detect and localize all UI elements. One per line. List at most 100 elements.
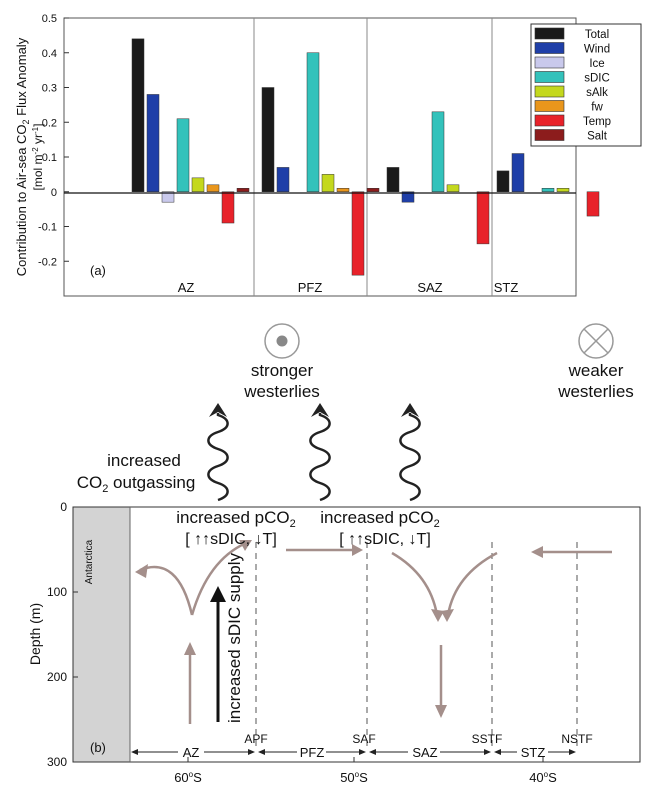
- wavy-arrowhead-2: [311, 403, 329, 417]
- panel-b-ylabel: Depth (m): [27, 603, 43, 665]
- bar-salt-az: [236, 188, 250, 192]
- bar-total-az: [131, 38, 145, 192]
- depth-tick-label: 200: [47, 670, 67, 684]
- sdic-temp-label-left: [ ↑↑sDIC, ↓T]: [185, 531, 277, 548]
- front-label-sstf: SSTF: [472, 732, 503, 746]
- zone-label-az: AZ: [183, 745, 200, 760]
- y-tick-label: -0.1: [38, 222, 57, 234]
- saz-subduction-right-arrow: [446, 551, 498, 616]
- legend-label-wind: Wind: [584, 44, 610, 56]
- bar-salk-pfz: [321, 174, 335, 192]
- y-tick-label: 0.5: [42, 13, 57, 25]
- front-label-nstf: NSTF: [561, 732, 592, 746]
- weaker-westerlies-label: westerlies: [557, 382, 634, 401]
- bar-temp-stz: [586, 191, 600, 217]
- pco2-label-left: increased pCO2: [176, 508, 296, 530]
- bar-temp-az: [221, 191, 235, 224]
- panel-a-bar-chart: 0.5 0.4 0.3 0.2 0.1 0 -0.1 -0.2 AZ PFZ SAZ STZ (a)…: [14, 13, 642, 297]
- southward-upwelling-arrow: [139, 565, 194, 616]
- panel-a-y-ticks: 0.5 0.4 0.3 0.2 0.1 0 -0.1 -0.2: [38, 13, 69, 268]
- zone-label-pfz: PFZ: [300, 745, 325, 760]
- y-tick-label: 0.3: [42, 83, 57, 95]
- bar-wind-saz: [401, 191, 415, 203]
- latitude-tick-label: 50oS: [340, 770, 368, 785]
- legend-swatch-sdic: [534, 71, 565, 83]
- bar-salt-pfz: [366, 188, 380, 192]
- bar-sdic-saz: [431, 111, 445, 192]
- sdic-temp-label-right: [ ↑↑sDIC, ↓T]: [339, 531, 431, 548]
- bar-fw-pfz: [336, 188, 350, 192]
- stronger-westerlies-label: westerlies: [243, 382, 320, 401]
- legend-swatch-ice: [534, 56, 565, 69]
- y-tick-label: 0: [51, 187, 57, 199]
- legend-swatch-total: [534, 27, 565, 40]
- bar-wind-az: [146, 94, 160, 192]
- wavy-arrowhead-3: [401, 403, 419, 417]
- sdic-supply-label: increased sDIC supply: [225, 552, 244, 723]
- latitude-tick-label: 60oS: [174, 770, 202, 785]
- outgassing-label-line2: CO2 outgassing: [77, 473, 196, 495]
- weaker-label: weaker: [568, 361, 624, 380]
- category-label-saz: SAZ: [417, 280, 442, 295]
- bar-total-stz: [496, 170, 510, 192]
- panel-b-axes-box: [72, 506, 641, 763]
- latitude-tick-label: 40oS: [529, 770, 557, 785]
- legend-swatch-salk: [534, 85, 565, 98]
- bar-wind-stz: [511, 153, 525, 192]
- panel-b-label: (b): [90, 740, 106, 755]
- wavy-arrow-1: [207, 413, 229, 502]
- panel-b-x-ticks: 60oS 50oS 40oS: [174, 757, 557, 785]
- outgassing-wavy-arrows: [207, 403, 421, 502]
- bar-temp-pfz: [351, 191, 365, 276]
- saz-subduction-left-arrow: [391, 551, 439, 616]
- bar-salk-saz: [446, 184, 460, 193]
- panel-a-label: (a): [90, 263, 106, 278]
- bar-salk-stz: [556, 188, 570, 192]
- legend-swatch-temp: [534, 114, 565, 127]
- panel-a-ylabel-line2: [mol m-2 yr-1]: [31, 124, 45, 191]
- panel-b-diagram: Antarctica incre: [27, 500, 641, 785]
- antarctica-landmass: [73, 507, 130, 762]
- bar-salk-az: [191, 177, 205, 193]
- depth-tick-label: 100: [47, 585, 67, 599]
- legend-label-salt: Salt: [587, 131, 608, 143]
- front-label-saf: SAF: [352, 732, 375, 746]
- y-tick-label: 0.1: [42, 152, 57, 164]
- legend-label-sdic: sDIC: [584, 73, 610, 85]
- panel-a-category-labels: AZ PFZ SAZ STZ: [178, 280, 519, 295]
- legend-label-salk: sAlk: [586, 87, 608, 99]
- northward-upwelling-arrow: [190, 541, 247, 616]
- stronger-westerlies-symbol: [264, 323, 300, 359]
- bar-total-saz: [386, 167, 400, 193]
- zone-label-stz: STZ: [521, 745, 546, 760]
- legend-label-ice: Ice: [589, 58, 604, 70]
- depth-tick-label: 300: [47, 755, 67, 769]
- wavy-arrowhead-1: [209, 403, 227, 417]
- panel-b-y-ticks: 0 100 200 300: [47, 500, 78, 769]
- category-label-stz: STZ: [494, 280, 519, 295]
- legend-swatch-fw: [534, 100, 565, 112]
- wavy-arrow-2: [309, 413, 331, 502]
- bar-ice-az: [161, 191, 175, 203]
- dot-icon: [276, 335, 288, 347]
- legend-swatch-wind: [534, 42, 565, 54]
- bar-total-pfz: [261, 87, 275, 192]
- legend-swatch-salt: [534, 129, 565, 141]
- category-label-az: AZ: [178, 280, 195, 295]
- legend: Total Wind Ice sDIC sAlk fw Temp Salt: [530, 23, 642, 147]
- legend-label-fw: fw: [591, 102, 603, 114]
- bar-fw-az: [206, 184, 220, 193]
- outgassing-label-line1: increased: [107, 451, 181, 470]
- legend-label-temp: Temp: [583, 116, 611, 128]
- stronger-label: stronger: [251, 361, 314, 380]
- wavy-arrow-3: [399, 413, 421, 502]
- category-label-pfz: PFZ: [298, 280, 323, 295]
- sdic-supply-arrowhead: [210, 586, 226, 602]
- front-label-apf: APF: [244, 732, 267, 746]
- panel-a-bars: [131, 38, 600, 276]
- y-tick-label: -0.2: [38, 256, 57, 268]
- bar-wind-pfz: [276, 167, 290, 193]
- depth-tick-label: 0: [60, 500, 67, 514]
- bar-temp-saz: [476, 191, 490, 245]
